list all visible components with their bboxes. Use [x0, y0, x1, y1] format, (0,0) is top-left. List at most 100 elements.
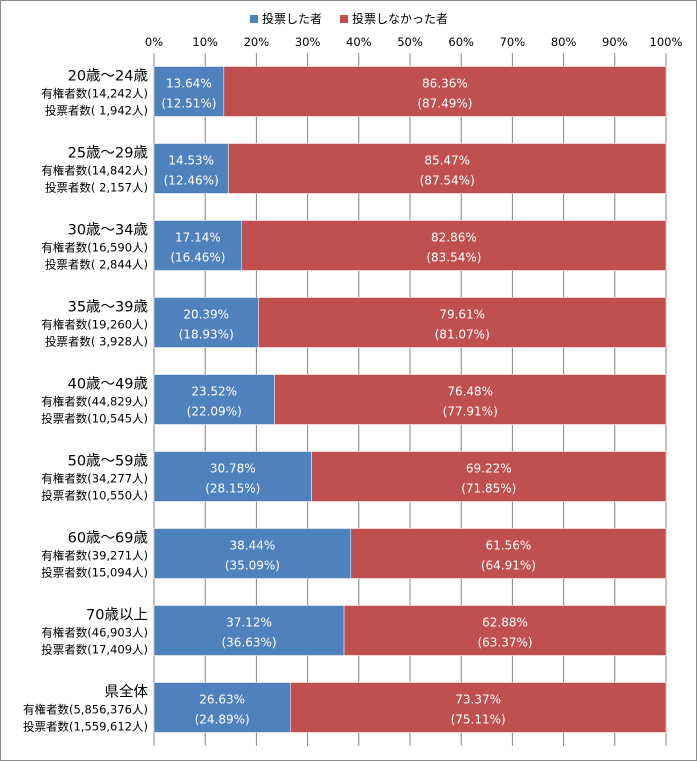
- bar-voted: [153, 605, 345, 656]
- category-electors: 有権者数(39,271人): [41, 549, 148, 563]
- category-label: 50歳～59歳: [68, 453, 148, 470]
- bar-not-voted: [241, 220, 667, 271]
- category-label: 40歳～49歳: [68, 376, 148, 393]
- category-label: 35歳～39歳: [68, 299, 148, 316]
- category-voters: 投票者数(10,550人): [41, 489, 148, 503]
- category-electors: 有権者数(14,242人): [41, 87, 148, 101]
- data-sublabel-voted: (35.09%): [225, 559, 280, 573]
- legend-swatch-not-voted: [340, 14, 348, 23]
- x-tick-label: 30%: [295, 35, 321, 49]
- bar-not-voted: [311, 451, 667, 502]
- bar-voted: [153, 66, 225, 117]
- data-sublabel-voted: (24.89%): [195, 713, 250, 727]
- category-label: 25歳～29歳: [68, 145, 148, 162]
- x-tick-label: 0%: [145, 35, 163, 49]
- category-electors: 有権者数(5,856,376人): [23, 703, 148, 717]
- category-voters: 投票者数( 2,844人): [45, 258, 148, 272]
- category-label: 60歳～69歳: [68, 530, 148, 547]
- data-label-not-voted: 85.47%: [424, 154, 470, 168]
- bar-not-voted: [290, 682, 667, 733]
- data-sublabel-not-voted: (64.91%): [481, 559, 536, 573]
- bar-voted: [153, 682, 291, 733]
- data-label-voted: 30.78%: [210, 462, 256, 476]
- legend-swatch-voted: [250, 14, 258, 23]
- data-sublabel-voted: (12.46%): [164, 174, 219, 188]
- data-sublabel-voted: (36.63%): [221, 636, 276, 650]
- data-sublabel-voted: (16.46%): [170, 251, 225, 265]
- category-label: 70歳以上: [86, 607, 148, 624]
- data-label-not-voted: 76.48%: [447, 385, 493, 399]
- x-tick-label: 50%: [397, 35, 423, 49]
- data-label-not-voted: 86.36%: [422, 77, 468, 91]
- legend-label-voted: 投票した者: [262, 12, 323, 26]
- bar-voted: [153, 451, 312, 502]
- legend-label-not-voted: 投票しなかった者: [352, 12, 449, 26]
- category-voters: 投票者数(10,545人): [41, 412, 148, 426]
- data-label-voted: 14.53%: [168, 154, 214, 168]
- category-electors: 有権者数(46,903人): [41, 626, 148, 640]
- category-electors: 有権者数(19,260人): [41, 318, 148, 332]
- category-electors: 有権者数(16,590人): [41, 241, 148, 255]
- data-label-voted: 23.52%: [191, 385, 237, 399]
- data-label-not-voted: 73.37%: [455, 693, 501, 707]
- category-label: 20歳～24歳: [68, 68, 148, 85]
- category-voters: 投票者数( 3,928人): [45, 335, 148, 349]
- data-sublabel-not-voted: (83.54%): [426, 251, 481, 265]
- x-tick-label: 20%: [244, 35, 270, 49]
- category-voters: 投票者数(15,094人): [41, 566, 148, 580]
- data-sublabel-voted: (28.15%): [205, 482, 260, 496]
- data-label-voted: 13.64%: [166, 77, 212, 91]
- category-label: 県全体: [105, 683, 149, 701]
- data-label-not-voted: 61.56%: [486, 539, 532, 553]
- x-tick-label: 40%: [346, 35, 372, 49]
- category-label: 30歳～34歳: [68, 222, 148, 239]
- bar-voted: [153, 220, 243, 271]
- bar-not-voted: [274, 374, 667, 425]
- x-tick-label: 60%: [448, 35, 474, 49]
- bar-voted: [153, 374, 275, 425]
- x-tick-label: 70%: [500, 35, 526, 49]
- category-voters: 投票者数( 2,157人): [45, 181, 148, 195]
- data-label-voted: 37.12%: [226, 616, 272, 630]
- category-voters: 投票者数(1,559,612人): [23, 720, 148, 734]
- bar-not-voted: [343, 605, 667, 656]
- data-sublabel-not-voted: (63.37%): [477, 636, 532, 650]
- bar-voted: [153, 297, 259, 348]
- category-voters: 投票者数(17,409人): [41, 643, 148, 657]
- data-sublabel-voted: (12.51%): [161, 97, 216, 111]
- bar-not-voted: [228, 143, 667, 194]
- category-electors: 有権者数(34,277人): [41, 472, 148, 486]
- data-label-voted: 38.44%: [230, 539, 276, 553]
- category-voters: 投票者数( 1,942人): [45, 104, 148, 118]
- legend: 投票した者 投票しなかった者: [0, 10, 697, 28]
- data-sublabel-not-voted: (75.11%): [451, 713, 506, 727]
- x-tick-label: 10%: [192, 35, 218, 49]
- data-sublabel-not-voted: (87.49%): [417, 97, 472, 111]
- data-label-voted: 17.14%: [175, 231, 221, 245]
- x-tick-label: 100%: [650, 35, 683, 49]
- data-label-not-voted: 82.86%: [431, 231, 477, 245]
- data-sublabel-voted: (18.93%): [179, 328, 234, 342]
- bar-not-voted: [258, 297, 667, 348]
- data-label-not-voted: 79.61%: [439, 308, 485, 322]
- data-sublabel-not-voted: (77.91%): [443, 405, 498, 419]
- data-sublabel-not-voted: (87.54%): [420, 174, 475, 188]
- data-sublabel-not-voted: (81.07%): [435, 328, 490, 342]
- legend-item-not-voted: 投票しなかった者: [340, 10, 448, 27]
- data-sublabel-not-voted: (71.85%): [461, 482, 516, 496]
- x-tick-label: 90%: [602, 35, 628, 49]
- data-label-voted: 26.63%: [199, 693, 245, 707]
- bar-not-voted: [223, 66, 667, 117]
- bar-not-voted: [350, 528, 667, 579]
- bar-voted: [153, 528, 352, 579]
- data-sublabel-voted: (22.09%): [187, 405, 242, 419]
- category-electors: 有権者数(14,842人): [41, 164, 148, 178]
- data-label-voted: 20.39%: [183, 308, 229, 322]
- bar-voted: [153, 143, 229, 194]
- data-label-not-voted: 69.22%: [466, 462, 512, 476]
- legend-item-voted: 投票した者: [250, 10, 322, 27]
- data-label-not-voted: 62.88%: [482, 616, 528, 630]
- category-electors: 有権者数(44,829人): [41, 395, 148, 409]
- x-tick-label: 80%: [551, 35, 577, 49]
